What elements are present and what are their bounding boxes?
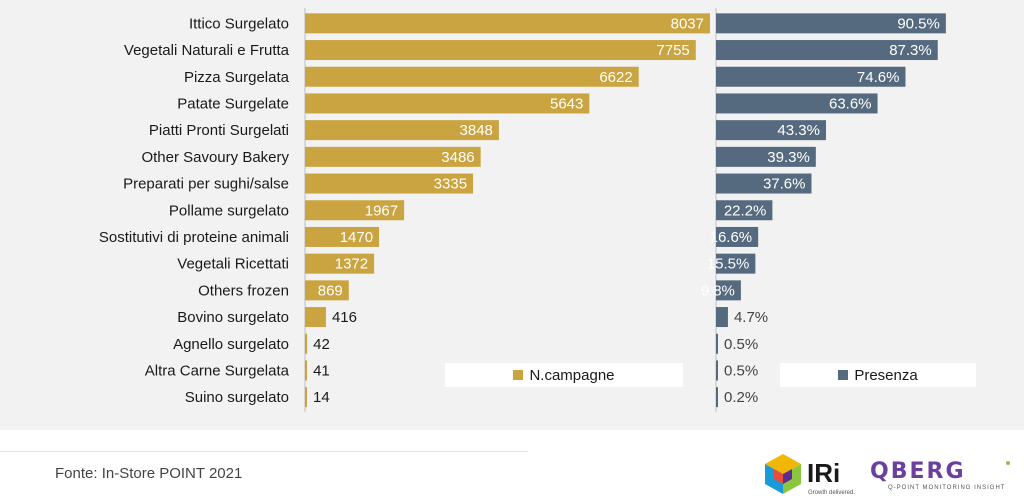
bar-campagne bbox=[305, 307, 326, 328]
value-label-campagne: 5643 bbox=[550, 95, 583, 112]
value-label-campagne: 14 bbox=[313, 389, 330, 406]
category-label: Ittico Surgelato bbox=[189, 15, 289, 32]
value-label-campagne: 1967 bbox=[365, 202, 398, 219]
bar-presenza bbox=[716, 307, 728, 328]
legend-swatch-presenza bbox=[838, 370, 849, 380]
value-label-presenza: 22.2% bbox=[724, 202, 767, 219]
bar-presenza bbox=[716, 173, 812, 194]
bar-presenza bbox=[716, 226, 759, 247]
value-label-presenza: 90.5% bbox=[897, 15, 940, 32]
bar-campagne bbox=[305, 387, 307, 408]
iri-logo: IRi Growth delivered. bbox=[763, 452, 863, 503]
value-label-presenza: 9.8% bbox=[701, 282, 735, 299]
category-label: Preparati per sughi/salse bbox=[123, 176, 289, 193]
bar-presenza bbox=[716, 120, 826, 141]
bar-campagne bbox=[305, 40, 696, 61]
source-note: Fonte: In-Store POINT 2021 bbox=[55, 465, 243, 482]
category-label: Vegetali Naturali e Frutta bbox=[124, 42, 290, 59]
value-label-campagne: 3486 bbox=[441, 149, 474, 166]
value-label-presenza: 39.3% bbox=[767, 149, 810, 166]
value-label-campagne: 1372 bbox=[335, 256, 368, 273]
qberg-logo-tagline: Q-POINT MONITORING INSIGHT bbox=[888, 485, 1005, 491]
value-label-presenza: 16.6% bbox=[710, 229, 753, 246]
bar-presenza bbox=[716, 146, 816, 167]
source-divider bbox=[0, 451, 528, 452]
category-label: Pollame surgelato bbox=[169, 202, 289, 219]
category-label: Altra Carne Surgelata bbox=[145, 362, 290, 379]
value-label-campagne: 8037 bbox=[671, 15, 704, 32]
category-label: Other Savoury Bakery bbox=[141, 149, 289, 166]
value-label-campagne: 869 bbox=[318, 282, 343, 299]
value-label-campagne: 3335 bbox=[434, 176, 467, 193]
category-label: Bovino surgelato bbox=[177, 309, 289, 326]
bar-campagne bbox=[305, 173, 474, 194]
bar-campagne bbox=[305, 120, 499, 141]
category-label: Piatti Pronti Surgelati bbox=[149, 122, 289, 139]
bar-presenza bbox=[716, 200, 773, 221]
value-label-campagne: 7755 bbox=[656, 42, 689, 59]
qberg-dot-icon bbox=[1006, 461, 1010, 465]
bar-presenza bbox=[716, 13, 946, 34]
bar-campagne bbox=[305, 200, 405, 221]
category-label: Patate Surgelate bbox=[177, 95, 289, 112]
category-label: Vegetali Ricettati bbox=[177, 256, 289, 273]
bar-presenza bbox=[716, 333, 718, 354]
bar-presenza bbox=[716, 66, 906, 87]
bar-campagne bbox=[305, 360, 308, 381]
bar-chart: Ittico Surgelato 8037 90.5% Vegetali Natura… bbox=[99, 8, 946, 412]
qberg-logo: QBERG Q-POINT MONITORING INSIGHT bbox=[868, 458, 1014, 499]
value-label-campagne: 41 bbox=[313, 362, 330, 379]
value-label-presenza: 0.5% bbox=[724, 362, 758, 379]
value-label-campagne: 42 bbox=[313, 336, 330, 353]
value-label-presenza: 0.2% bbox=[724, 389, 758, 406]
iri-logo-text: IRi bbox=[807, 458, 840, 488]
value-label-presenza: 87.3% bbox=[889, 42, 932, 59]
category-label: Agnello surgelato bbox=[173, 336, 289, 353]
iri-logo-tagline: Growth delivered. bbox=[808, 490, 855, 496]
qberg-logo-text: QBERG bbox=[870, 459, 966, 484]
bar-campagne bbox=[305, 253, 375, 274]
bar-presenza bbox=[716, 360, 718, 381]
bar-campagne bbox=[305, 13, 710, 34]
value-label-presenza: 0.5% bbox=[724, 336, 758, 353]
legend-label-presenza: Presenza bbox=[854, 366, 918, 384]
bar-campagne bbox=[305, 226, 380, 247]
value-label-presenza: 74.6% bbox=[857, 69, 900, 86]
category-label: Pizza Surgelata bbox=[184, 69, 290, 86]
bar-presenza bbox=[716, 280, 741, 301]
value-label-campagne: 3848 bbox=[460, 122, 493, 139]
value-label-campagne: 416 bbox=[332, 309, 357, 326]
bar-campagne bbox=[305, 333, 308, 354]
iri-cube-icon bbox=[765, 454, 801, 494]
category-label: Suino surgelato bbox=[185, 389, 289, 406]
value-label-presenza: 4.7% bbox=[734, 309, 768, 326]
bar-campagne bbox=[305, 66, 639, 87]
value-label-campagne: 1470 bbox=[340, 229, 373, 246]
category-label: Others frozen bbox=[198, 282, 289, 299]
legend-campagne: N.campagne bbox=[445, 363, 683, 387]
bar-presenza bbox=[716, 387, 718, 408]
legend-label-campagne: N.campagne bbox=[529, 366, 615, 384]
bar-campagne bbox=[305, 93, 590, 114]
bar-campagne bbox=[305, 146, 481, 167]
category-label: Sostitutivi di proteine animali bbox=[99, 229, 289, 246]
legend-swatch-campagne bbox=[513, 370, 524, 380]
legend-presenza: Presenza bbox=[780, 363, 976, 387]
value-label-presenza: 63.6% bbox=[829, 95, 872, 112]
value-label-campagne: 6622 bbox=[599, 69, 632, 86]
value-label-presenza: 15.5% bbox=[707, 256, 750, 273]
bar-presenza bbox=[716, 253, 756, 274]
bar-presenza bbox=[716, 40, 938, 61]
value-label-presenza: 43.3% bbox=[777, 122, 820, 139]
bar-campagne bbox=[305, 280, 349, 301]
value-label-presenza: 37.6% bbox=[763, 176, 806, 193]
bar-presenza bbox=[716, 93, 878, 114]
